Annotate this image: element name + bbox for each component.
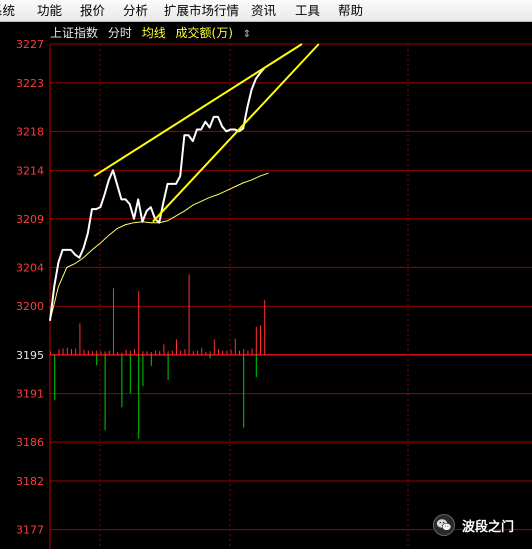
y-tick-label: 3186 bbox=[16, 436, 44, 449]
menu-system[interactable]: 系统 bbox=[0, 3, 16, 18]
y-tick-label: 3214 bbox=[16, 164, 44, 177]
menu-quote[interactable]: 报价 bbox=[80, 3, 106, 18]
y-tick-label: 3218 bbox=[16, 125, 44, 138]
y-tick-label: 3200 bbox=[16, 300, 44, 313]
up-down-arrow-icon[interactable]: ⇕ bbox=[242, 29, 252, 40]
y-tick-label: 3227 bbox=[16, 38, 44, 51]
tab-average-line[interactable]: 均线 bbox=[141, 26, 166, 40]
menu-bar: 系统 功能 报价 分析 扩展市场行情 资讯 工具 帮助 bbox=[0, 0, 532, 22]
index-name: 上证指数 bbox=[50, 26, 99, 40]
watermark-text: 波段之门 bbox=[462, 519, 515, 535]
menu-extended-market[interactable]: 扩展市场行情 bbox=[164, 3, 240, 18]
y-tick-label: 3177 bbox=[16, 524, 44, 537]
wechat-icon bbox=[433, 514, 455, 536]
trend-line-lower bbox=[152, 43, 320, 223]
y-tick-label: 3182 bbox=[16, 475, 44, 488]
menu-help[interactable]: 帮助 bbox=[338, 3, 364, 18]
menu-tools[interactable]: 工具 bbox=[295, 3, 321, 18]
menu-function[interactable]: 功能 bbox=[37, 3, 63, 18]
price-line bbox=[49, 67, 265, 321]
menu-analysis[interactable]: 分析 bbox=[123, 3, 149, 18]
tab-volume[interactable]: 成交额(万) bbox=[175, 26, 233, 40]
chart-header: 上证指数 分时 均线 成交额(万) ⇕ bbox=[50, 24, 257, 42]
trend-line-upper bbox=[93, 43, 303, 177]
watermark: 波段之门 bbox=[433, 513, 514, 537]
tab-timeshare[interactable]: 分时 bbox=[107, 26, 132, 40]
average-price-line bbox=[49, 172, 269, 321]
menu-info[interactable]: 资讯 bbox=[251, 3, 277, 18]
y-tick-label: 3209 bbox=[16, 213, 44, 226]
y-tick-label: 3191 bbox=[16, 388, 44, 401]
y-tick-label: 3223 bbox=[16, 77, 44, 90]
y-tick-label: 3204 bbox=[16, 261, 44, 274]
y-tick-label: 3195 bbox=[16, 349, 44, 362]
